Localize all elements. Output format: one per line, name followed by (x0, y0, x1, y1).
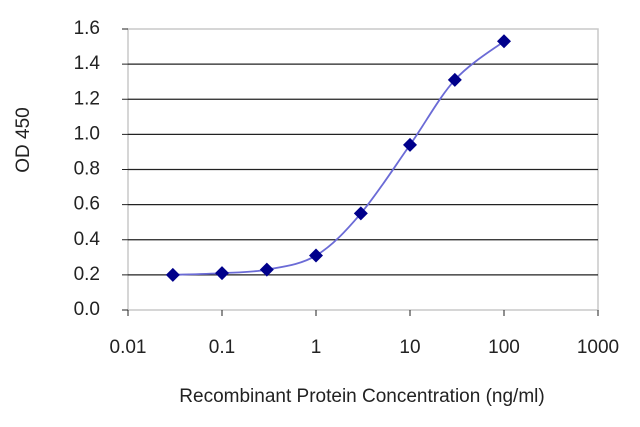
data-point (447, 72, 462, 87)
data-point (353, 206, 368, 221)
data-point (309, 248, 323, 263)
y-tick-label: 1.0 (74, 123, 100, 144)
y-tick-label: 1.4 (74, 53, 101, 74)
data-point (259, 262, 274, 277)
x-tick-label: 100 (488, 337, 520, 358)
x-tick-label: 0.1 (209, 337, 235, 358)
x-tick-label: 0.01 (110, 337, 147, 358)
x-tick-label: 1 (311, 337, 322, 358)
y-tick-label: 0.8 (74, 159, 100, 180)
y-tick-label: 0.6 (74, 194, 100, 215)
data-point (165, 267, 180, 282)
y-tick-label: 1.6 (74, 18, 100, 39)
y-tick-label: 0.0 (74, 299, 100, 320)
data-point (215, 266, 229, 281)
y-axis-title: OD 450 (13, 107, 34, 172)
data-point (497, 34, 511, 49)
y-tick-label: 0.2 (74, 264, 100, 285)
data-point (403, 137, 417, 152)
y-tick-label: 1.2 (74, 88, 100, 109)
y-tick-label: 0.4 (74, 229, 101, 250)
x-axis-title: Recombinant Protein Concentration (ng/ml… (179, 386, 544, 407)
fit-line (172, 40, 505, 276)
x-tick-label: 1000 (577, 337, 619, 358)
x-tick-label: 10 (399, 337, 420, 358)
